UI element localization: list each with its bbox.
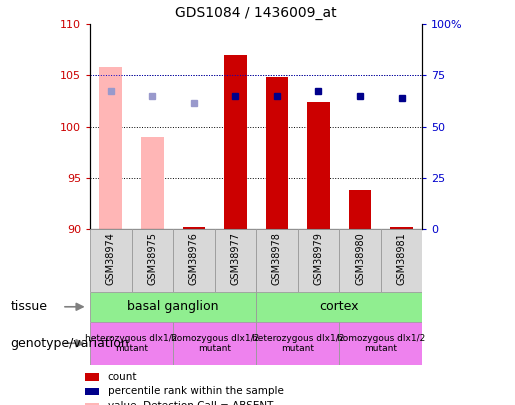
Text: homozygous dlx1/2
mutant: homozygous dlx1/2 mutant [170,334,259,353]
FancyBboxPatch shape [381,229,422,292]
Text: GSM38975: GSM38975 [147,232,158,285]
Text: percentile rank within the sample: percentile rank within the sample [108,386,284,396]
Bar [99,67,122,229]
Bar [85,388,99,395]
Title: GDS1084 / 1436009_at: GDS1084 / 1436009_at [176,6,337,21]
Text: GSM38974: GSM38974 [106,232,116,285]
Text: count: count [108,372,137,382]
Text: heterozygous dlx1/2
mutant: heterozygous dlx1/2 mutant [85,334,178,353]
Bar [390,227,413,229]
FancyBboxPatch shape [339,322,422,364]
Text: cortex: cortex [319,300,359,313]
FancyBboxPatch shape [90,229,132,292]
Text: GSM38978: GSM38978 [272,232,282,285]
FancyBboxPatch shape [173,229,215,292]
Text: basal ganglion: basal ganglion [127,300,219,313]
Text: tissue: tissue [10,300,47,313]
FancyBboxPatch shape [90,322,173,364]
FancyBboxPatch shape [90,292,256,322]
Text: GSM38976: GSM38976 [189,232,199,285]
Text: GSM38979: GSM38979 [314,232,323,285]
Bar [224,55,247,229]
Bar [85,403,99,405]
Bar [85,373,99,381]
Bar [182,227,205,229]
Text: GSM38980: GSM38980 [355,232,365,285]
Bar [266,77,288,229]
Bar [307,102,330,229]
FancyBboxPatch shape [173,322,256,364]
FancyBboxPatch shape [298,229,339,292]
Text: GSM38981: GSM38981 [397,232,406,285]
Text: genotype/variation: genotype/variation [10,337,129,350]
FancyBboxPatch shape [256,322,339,364]
FancyBboxPatch shape [256,292,422,322]
Bar [349,190,371,229]
Text: homozygous dlx1/2
mutant: homozygous dlx1/2 mutant [337,334,425,353]
FancyBboxPatch shape [256,229,298,292]
Text: value, Detection Call = ABSENT: value, Detection Call = ABSENT [108,401,273,405]
FancyBboxPatch shape [132,229,173,292]
FancyBboxPatch shape [215,229,256,292]
Bar [141,137,164,229]
FancyBboxPatch shape [339,229,381,292]
Text: GSM38977: GSM38977 [230,232,241,285]
Text: heterozygous dlx1/2
mutant: heterozygous dlx1/2 mutant [251,334,344,353]
